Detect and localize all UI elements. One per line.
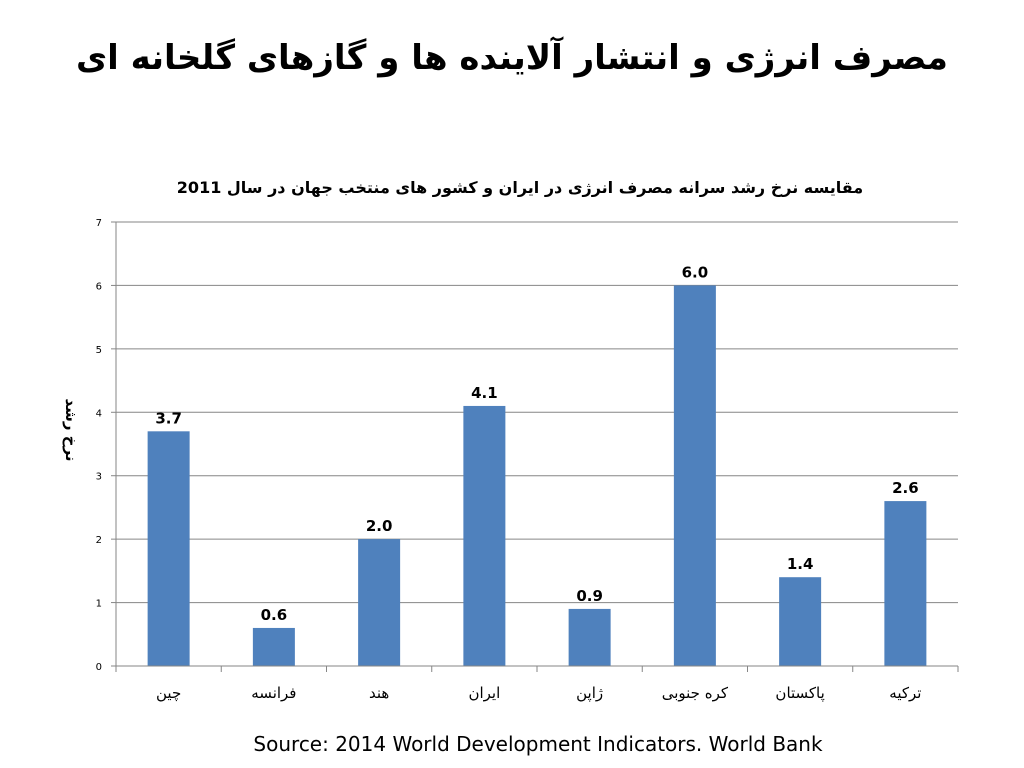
bar (884, 501, 927, 666)
x-category-label: ترکیه (889, 684, 921, 702)
y-tick-label: 5 (96, 345, 102, 356)
bar (358, 539, 401, 666)
bar-value-label: 4.1 (471, 384, 498, 402)
x-category-label: فرانسه (251, 684, 296, 702)
bar (779, 577, 822, 666)
y-tick-label: 4 (96, 408, 102, 419)
gridlines (116, 221, 958, 604)
bars: 3.7 0.6 2.0 4.1 0.9 6.0 1.4 2.6 (147, 263, 927, 666)
slide-title: مصرف انرژی و انتشار آلاینده ها و گازهای … (76, 38, 948, 78)
x-category-label: ژاپن (576, 684, 603, 703)
bar (147, 431, 190, 666)
axes: 0 1 2 3 4 5 6 7 چین فرانسه هند ایران ژاپن کره جنوبی پا… (96, 218, 959, 703)
x-category-label: هند (369, 684, 389, 702)
x-category-label: چین (156, 684, 181, 702)
bar-value-label: 1.4 (787, 555, 814, 573)
y-tick-label: 1 (96, 599, 102, 610)
x-category-label: ایران (468, 684, 500, 702)
bar (568, 608, 611, 666)
y-tick-label: 7 (96, 218, 102, 229)
bar-value-label: 3.7 (155, 409, 182, 427)
x-category-label: پاکستان (775, 684, 824, 703)
y-tick-label: 6 (96, 281, 102, 292)
bar (673, 285, 716, 666)
bar (463, 405, 506, 666)
bar-value-label: 6.0 (682, 263, 709, 281)
bar-value-label: 2.6 (892, 479, 919, 497)
source-note: Source: 2014 World Development Indicator… (253, 732, 823, 756)
y-tick-label: 2 (96, 535, 102, 546)
y-tick-label: 0 (96, 662, 102, 673)
chart-title: مقایسه نرخ رشد سرانه مصرف انرژی در ایران… (177, 178, 863, 197)
bar-value-label: 0.6 (261, 606, 288, 624)
y-axis-label: نرخ رشد (62, 398, 80, 461)
x-category-label: کره جنوبی (662, 684, 729, 702)
y-tick-label: 3 (96, 472, 102, 483)
bar-value-label: 2.0 (366, 517, 393, 535)
bar (252, 627, 295, 666)
bar-value-label: 0.9 (576, 587, 603, 605)
